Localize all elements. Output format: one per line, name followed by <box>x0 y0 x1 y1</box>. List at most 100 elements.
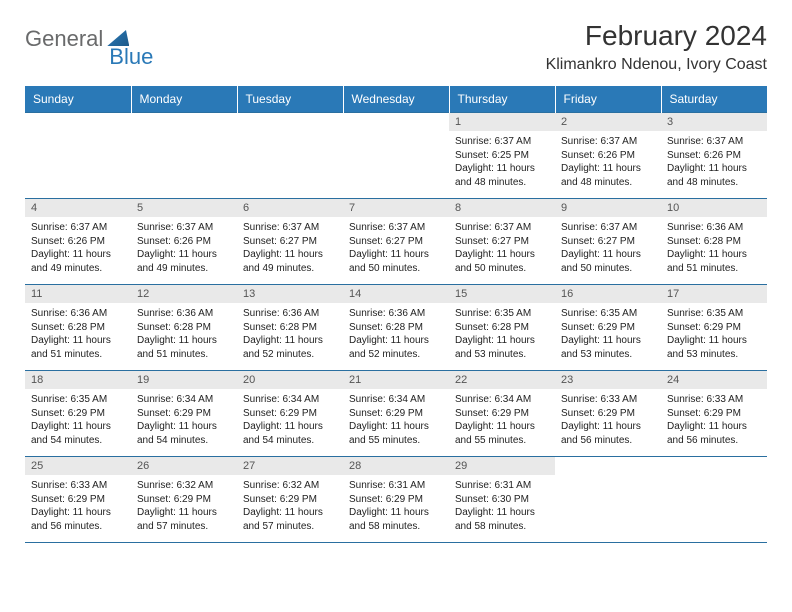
day-number-empty <box>343 113 449 131</box>
day-details: Sunrise: 6:32 AMSunset: 6:29 PMDaylight:… <box>131 475 237 537</box>
calendar-cell: 9Sunrise: 6:37 AMSunset: 6:27 PMDaylight… <box>555 199 661 285</box>
calendar-cell: 23Sunrise: 6:33 AMSunset: 6:29 PMDayligh… <box>555 371 661 457</box>
day-number: 21 <box>343 371 449 389</box>
calendar-cell <box>661 457 767 543</box>
weekday-header: Monday <box>131 86 237 113</box>
day-details: Sunrise: 6:36 AMSunset: 6:28 PMDaylight:… <box>131 303 237 365</box>
day-details: Sunrise: 6:37 AMSunset: 6:27 PMDaylight:… <box>449 217 555 279</box>
logo: General Blue <box>25 26 173 52</box>
calendar-cell: 28Sunrise: 6:31 AMSunset: 6:29 PMDayligh… <box>343 457 449 543</box>
day-details: Sunrise: 6:37 AMSunset: 6:27 PMDaylight:… <box>555 217 661 279</box>
calendar-cell: 3Sunrise: 6:37 AMSunset: 6:26 PMDaylight… <box>661 113 767 199</box>
weekday-header: Thursday <box>449 86 555 113</box>
day-details: Sunrise: 6:34 AMSunset: 6:29 PMDaylight:… <box>449 389 555 451</box>
day-details: Sunrise: 6:31 AMSunset: 6:29 PMDaylight:… <box>343 475 449 537</box>
calendar-cell: 4Sunrise: 6:37 AMSunset: 6:26 PMDaylight… <box>25 199 131 285</box>
calendar-cell: 22Sunrise: 6:34 AMSunset: 6:29 PMDayligh… <box>449 371 555 457</box>
calendar-cell: 27Sunrise: 6:32 AMSunset: 6:29 PMDayligh… <box>237 457 343 543</box>
day-number: 29 <box>449 457 555 475</box>
calendar-cell: 11Sunrise: 6:36 AMSunset: 6:28 PMDayligh… <box>25 285 131 371</box>
day-number: 4 <box>25 199 131 217</box>
day-details: Sunrise: 6:35 AMSunset: 6:29 PMDaylight:… <box>661 303 767 365</box>
day-number: 13 <box>237 285 343 303</box>
weekday-header-row: SundayMondayTuesdayWednesdayThursdayFrid… <box>25 86 767 113</box>
day-details: Sunrise: 6:37 AMSunset: 6:26 PMDaylight:… <box>555 131 661 193</box>
day-details: Sunrise: 6:36 AMSunset: 6:28 PMDaylight:… <box>25 303 131 365</box>
day-details: Sunrise: 6:32 AMSunset: 6:29 PMDaylight:… <box>237 475 343 537</box>
calendar-cell: 13Sunrise: 6:36 AMSunset: 6:28 PMDayligh… <box>237 285 343 371</box>
calendar-cell: 10Sunrise: 6:36 AMSunset: 6:28 PMDayligh… <box>661 199 767 285</box>
day-details: Sunrise: 6:35 AMSunset: 6:29 PMDaylight:… <box>555 303 661 365</box>
calendar-cell: 15Sunrise: 6:35 AMSunset: 6:28 PMDayligh… <box>449 285 555 371</box>
calendar-cell: 18Sunrise: 6:35 AMSunset: 6:29 PMDayligh… <box>25 371 131 457</box>
calendar-row: 1Sunrise: 6:37 AMSunset: 6:25 PMDaylight… <box>25 113 767 199</box>
day-number: 24 <box>661 371 767 389</box>
calendar-table: SundayMondayTuesdayWednesdayThursdayFrid… <box>25 86 767 543</box>
calendar-cell: 26Sunrise: 6:32 AMSunset: 6:29 PMDayligh… <box>131 457 237 543</box>
weekday-header: Sunday <box>25 86 131 113</box>
day-details: Sunrise: 6:37 AMSunset: 6:25 PMDaylight:… <box>449 131 555 193</box>
calendar-cell: 16Sunrise: 6:35 AMSunset: 6:29 PMDayligh… <box>555 285 661 371</box>
day-details: Sunrise: 6:37 AMSunset: 6:26 PMDaylight:… <box>661 131 767 193</box>
day-number: 7 <box>343 199 449 217</box>
header: General Blue February 2024 Klimankro Nde… <box>25 20 767 74</box>
calendar-row: 4Sunrise: 6:37 AMSunset: 6:26 PMDaylight… <box>25 199 767 285</box>
weekday-header: Tuesday <box>237 86 343 113</box>
day-number: 23 <box>555 371 661 389</box>
location: Klimankro Ndenou, Ivory Coast <box>546 56 767 74</box>
calendar-cell: 5Sunrise: 6:37 AMSunset: 6:26 PMDaylight… <box>131 199 237 285</box>
day-details: Sunrise: 6:35 AMSunset: 6:28 PMDaylight:… <box>449 303 555 365</box>
calendar-cell: 20Sunrise: 6:34 AMSunset: 6:29 PMDayligh… <box>237 371 343 457</box>
calendar-cell: 2Sunrise: 6:37 AMSunset: 6:26 PMDaylight… <box>555 113 661 199</box>
logo-word-blue: Blue <box>109 44 153 70</box>
day-details: Sunrise: 6:36 AMSunset: 6:28 PMDaylight:… <box>237 303 343 365</box>
calendar-body: 1Sunrise: 6:37 AMSunset: 6:25 PMDaylight… <box>25 113 767 543</box>
day-details: Sunrise: 6:33 AMSunset: 6:29 PMDaylight:… <box>25 475 131 537</box>
day-details: Sunrise: 6:37 AMSunset: 6:26 PMDaylight:… <box>25 217 131 279</box>
day-details: Sunrise: 6:33 AMSunset: 6:29 PMDaylight:… <box>661 389 767 451</box>
day-number: 20 <box>237 371 343 389</box>
day-number: 14 <box>343 285 449 303</box>
day-number: 28 <box>343 457 449 475</box>
day-details: Sunrise: 6:34 AMSunset: 6:29 PMDaylight:… <box>343 389 449 451</box>
day-number: 22 <box>449 371 555 389</box>
calendar-cell: 25Sunrise: 6:33 AMSunset: 6:29 PMDayligh… <box>25 457 131 543</box>
calendar-cell: 21Sunrise: 6:34 AMSunset: 6:29 PMDayligh… <box>343 371 449 457</box>
day-number: 16 <box>555 285 661 303</box>
calendar-cell: 24Sunrise: 6:33 AMSunset: 6:29 PMDayligh… <box>661 371 767 457</box>
day-number: 8 <box>449 199 555 217</box>
day-number: 6 <box>237 199 343 217</box>
day-number: 12 <box>131 285 237 303</box>
day-number-empty <box>661 457 767 475</box>
day-number: 11 <box>25 285 131 303</box>
calendar-cell <box>25 113 131 199</box>
day-details: Sunrise: 6:36 AMSunset: 6:28 PMDaylight:… <box>661 217 767 279</box>
calendar-cell: 6Sunrise: 6:37 AMSunset: 6:27 PMDaylight… <box>237 199 343 285</box>
day-number: 19 <box>131 371 237 389</box>
day-details: Sunrise: 6:34 AMSunset: 6:29 PMDaylight:… <box>131 389 237 451</box>
day-number: 15 <box>449 285 555 303</box>
calendar-cell <box>343 113 449 199</box>
day-number-empty <box>131 113 237 131</box>
day-number: 2 <box>555 113 661 131</box>
calendar-row: 25Sunrise: 6:33 AMSunset: 6:29 PMDayligh… <box>25 457 767 543</box>
day-number: 26 <box>131 457 237 475</box>
day-number-empty <box>25 113 131 131</box>
month-title: February 2024 <box>546 20 767 52</box>
calendar-cell: 29Sunrise: 6:31 AMSunset: 6:30 PMDayligh… <box>449 457 555 543</box>
day-number: 18 <box>25 371 131 389</box>
day-details: Sunrise: 6:37 AMSunset: 6:27 PMDaylight:… <box>343 217 449 279</box>
day-details: Sunrise: 6:36 AMSunset: 6:28 PMDaylight:… <box>343 303 449 365</box>
day-details: Sunrise: 6:31 AMSunset: 6:30 PMDaylight:… <box>449 475 555 537</box>
calendar-cell <box>237 113 343 199</box>
calendar-cell: 19Sunrise: 6:34 AMSunset: 6:29 PMDayligh… <box>131 371 237 457</box>
day-number-empty <box>237 113 343 131</box>
calendar-row: 18Sunrise: 6:35 AMSunset: 6:29 PMDayligh… <box>25 371 767 457</box>
weekday-header: Saturday <box>661 86 767 113</box>
calendar-cell <box>555 457 661 543</box>
title-block: February 2024 Klimankro Ndenou, Ivory Co… <box>546 20 767 74</box>
day-number: 1 <box>449 113 555 131</box>
calendar-cell: 12Sunrise: 6:36 AMSunset: 6:28 PMDayligh… <box>131 285 237 371</box>
day-details: Sunrise: 6:35 AMSunset: 6:29 PMDaylight:… <box>25 389 131 451</box>
day-details: Sunrise: 6:37 AMSunset: 6:27 PMDaylight:… <box>237 217 343 279</box>
